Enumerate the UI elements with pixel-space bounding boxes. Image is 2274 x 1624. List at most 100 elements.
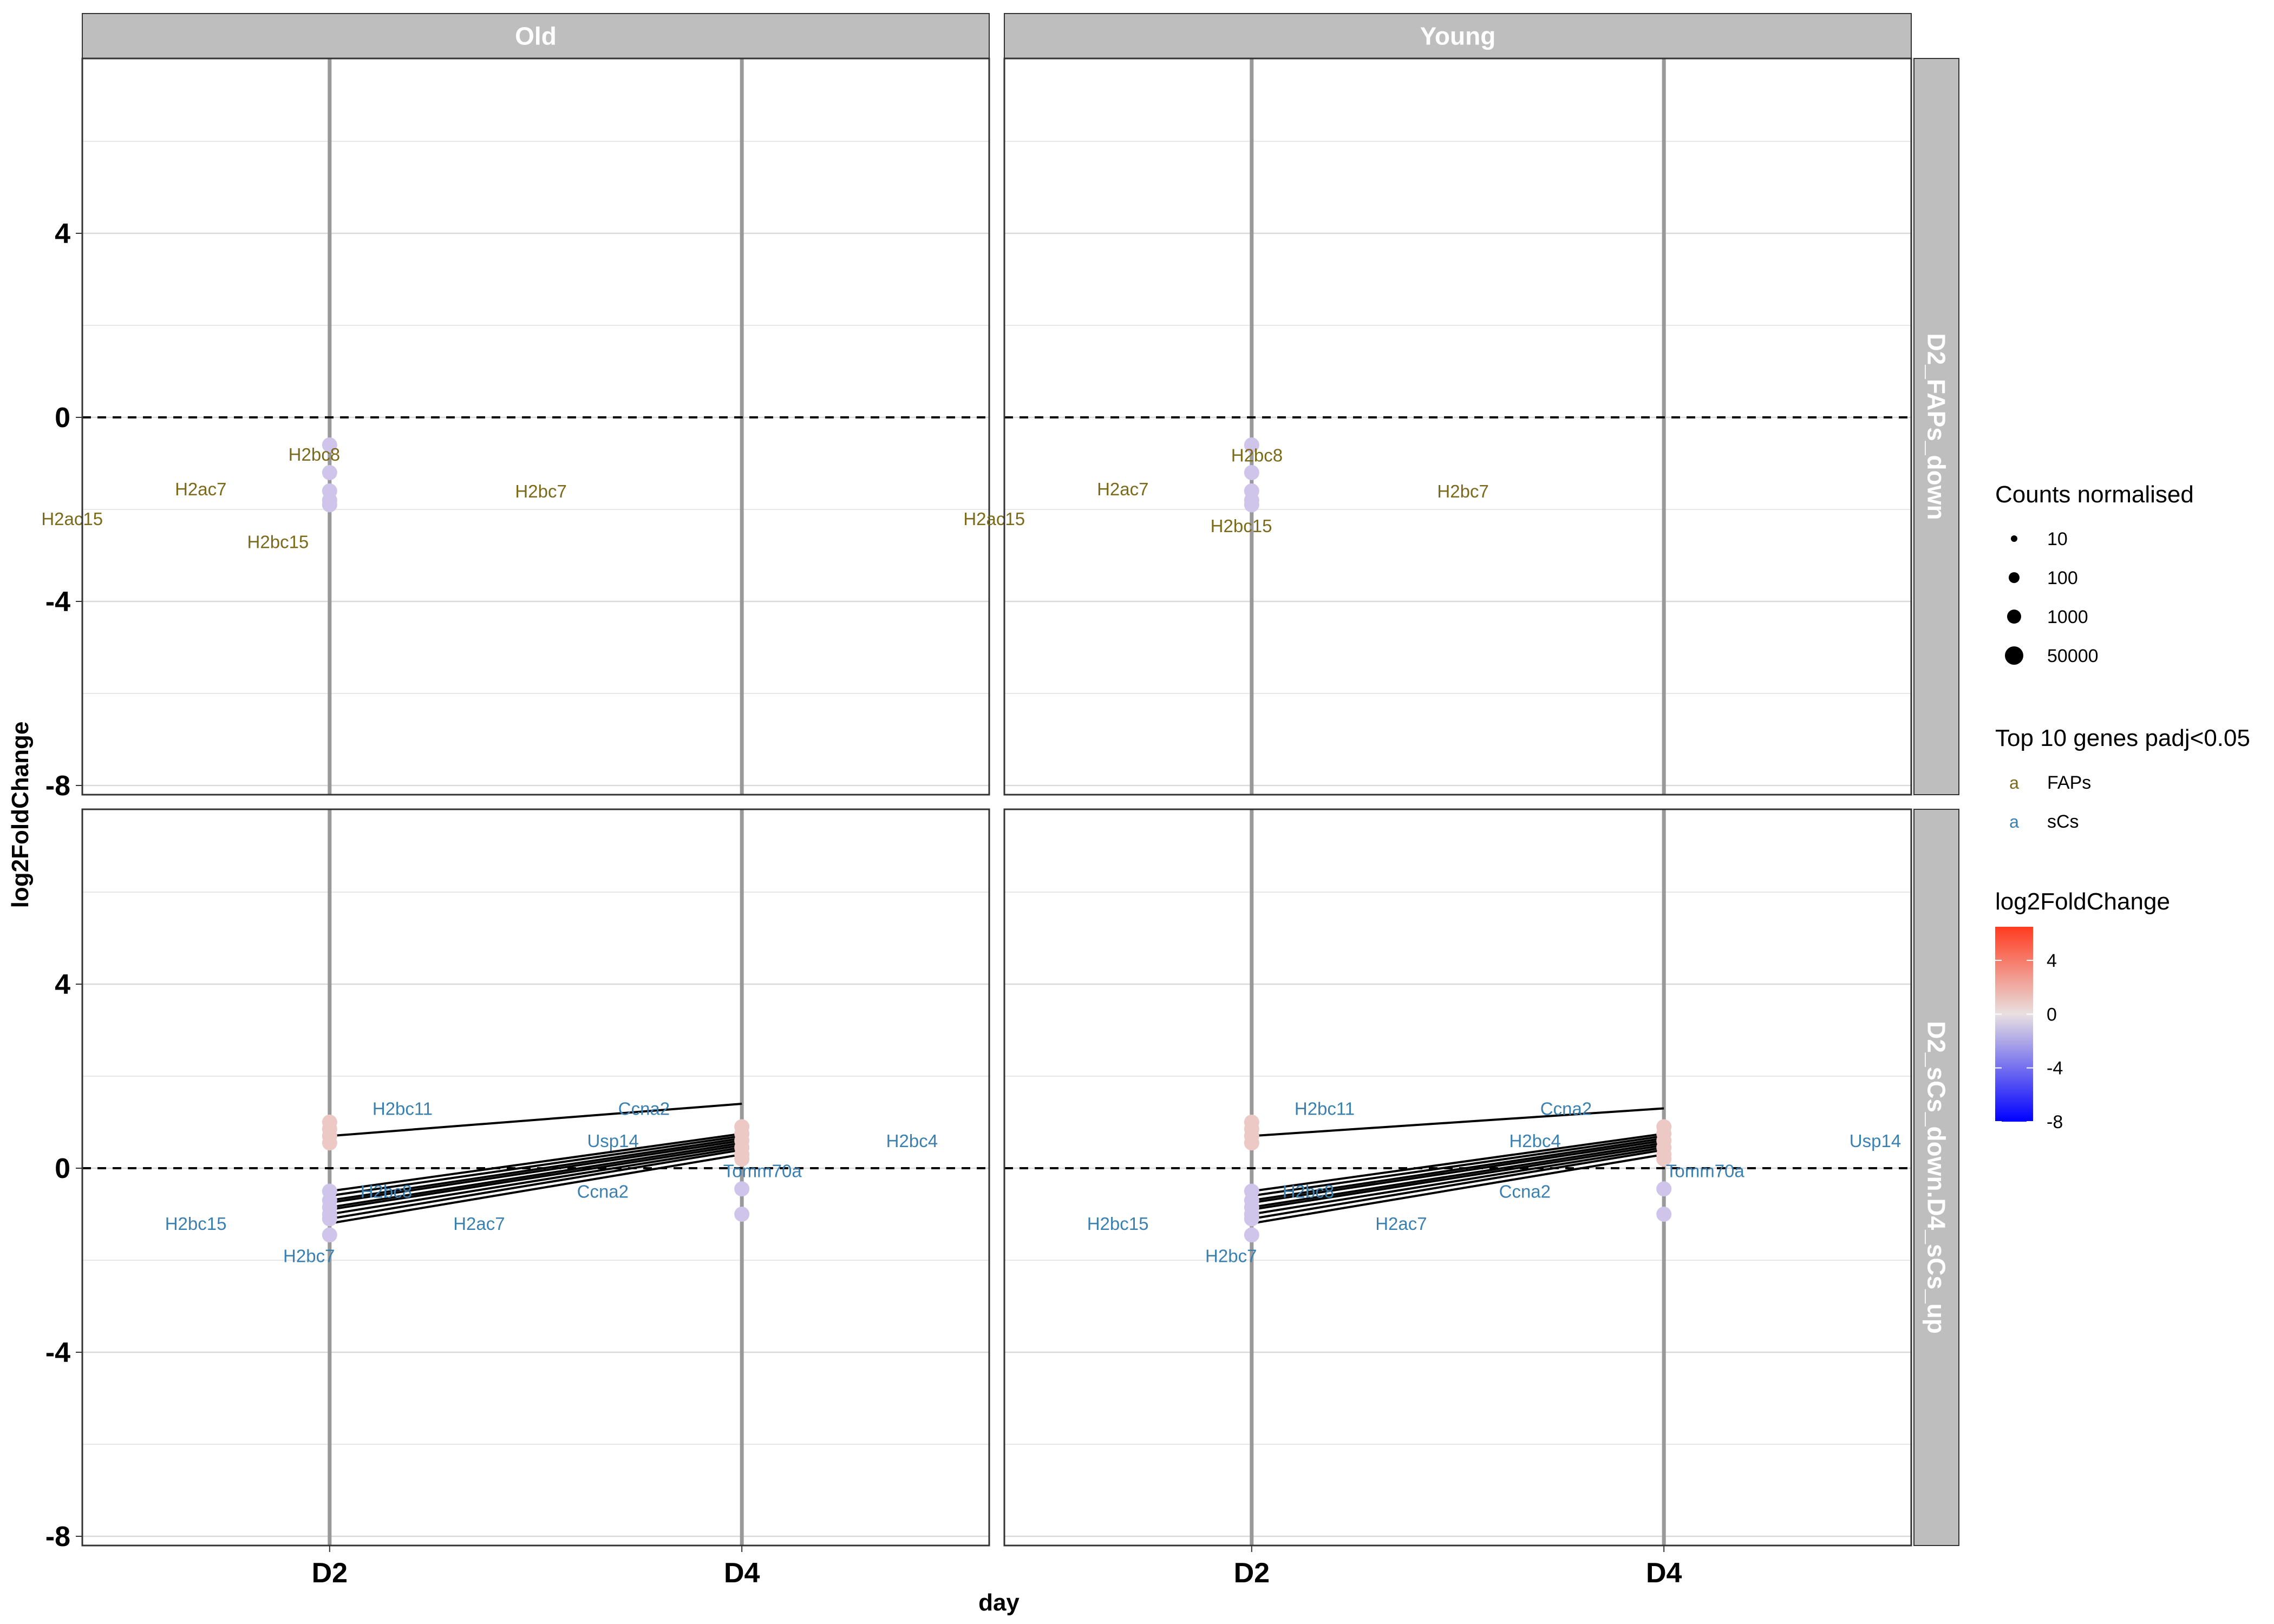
trajectory-line	[329, 1146, 742, 1215]
gene-label: Tomm70a	[723, 1161, 802, 1181]
size-key-dot	[2011, 535, 2017, 542]
data-point	[1656, 1181, 1672, 1197]
panel-young-0: H2bc8 H2ac7 H2bc7 H2ac15 H2bc15	[963, 57, 1912, 796]
trajectory-line	[1251, 1132, 1664, 1193]
column-strip	[82, 13, 990, 59]
data-point	[734, 1207, 750, 1222]
data-point	[1244, 437, 1259, 453]
data-point	[322, 1211, 337, 1227]
data-point	[1244, 1135, 1259, 1151]
size-key-label: 50000	[2047, 646, 2099, 666]
trajectory-line	[329, 1135, 742, 1197]
group-legend-title: Top 10 genes padj<0.05	[1995, 725, 2250, 751]
gene-label: Tomm70a	[1666, 1161, 1745, 1181]
trajectory-line	[1251, 1146, 1664, 1215]
size-key-label: 100	[2047, 568, 2078, 588]
gene-label: H2bc15	[1087, 1214, 1149, 1234]
panel-border	[81, 57, 990, 796]
legend: Counts normalised 10 100 1000 50000 Top 10 ge…	[1995, 481, 2250, 1132]
panel-young-1: H2bc11 Ccna2 H2bc4 Usp14 Tomm70a H2bc8 Ccna2 H2…	[1003, 808, 1912, 1547]
gene-label: H2bc8	[1231, 446, 1283, 466]
gene-label: H2ac15	[963, 509, 1025, 529]
gene-label: H2bc15	[1211, 516, 1272, 536]
size-key-label: 10	[2047, 529, 2068, 549]
gene-label: H2bc7	[1437, 481, 1488, 501]
gene-label: H2bc7	[283, 1246, 335, 1266]
gene-label: H2ac7	[1375, 1214, 1427, 1234]
gene-label: H2bc8	[289, 444, 340, 464]
panel-border	[81, 808, 990, 1547]
y-axis-title: log2FoldChange	[7, 722, 34, 908]
y-tick-label: -4	[45, 1337, 70, 1368]
size-key-dot	[2007, 610, 2021, 624]
panel-border	[1003, 57, 1912, 796]
colorbar	[1995, 927, 2033, 1122]
row-strip	[1913, 58, 1959, 795]
gene-label: H2bc7	[515, 481, 566, 501]
data-point	[322, 437, 337, 453]
trajectory-line	[329, 1140, 742, 1204]
y-tick-label: 4	[55, 218, 70, 250]
gene-label: H2bc11	[1295, 1099, 1355, 1119]
trajectory-line	[329, 1144, 742, 1211]
gene-label: H2ac7	[453, 1214, 505, 1234]
colorbar-tick-label: -4	[2047, 1058, 2063, 1079]
y-tick-label: -8	[45, 770, 70, 802]
y-tick-label: -8	[45, 1521, 70, 1553]
trajectory-line	[1251, 1107, 1664, 1137]
data-point	[1656, 1207, 1672, 1222]
panel-old-1: H2bc11 Ccna2 Usp14 H2bc4 Tomm70a H2bc8 Ccna2 H2…	[81, 808, 990, 1547]
gene-label: H2bc11	[373, 1099, 433, 1119]
data-point	[734, 1181, 750, 1197]
colorbar-title: log2FoldChange	[1995, 888, 2170, 915]
column-strip-label: Young	[1420, 22, 1496, 50]
data-point	[322, 1227, 337, 1243]
trajectory-line	[1251, 1140, 1664, 1204]
row-strip	[1913, 809, 1959, 1546]
gene-label: H2bc8	[361, 1182, 412, 1202]
x-tick-label: D4	[1646, 1557, 1682, 1589]
colorbar-tick-label: -8	[2047, 1112, 2063, 1132]
panel-background	[1004, 58, 1911, 795]
data-point	[734, 1151, 750, 1167]
trajectory-line	[1251, 1149, 1664, 1220]
colorbar-tick-label: 4	[2047, 951, 2057, 971]
group-key-glyph: a	[2009, 773, 2019, 793]
trajectory-line	[1251, 1142, 1664, 1209]
trajectory-line	[329, 1103, 742, 1137]
gene-label: Ccna2	[1499, 1182, 1551, 1202]
group-key-label: FAPs	[2047, 772, 2091, 793]
data-point	[1244, 465, 1259, 480]
gene-label: H2bc8	[1283, 1182, 1334, 1202]
x-tick-label: D4	[724, 1557, 760, 1589]
panel-border	[1003, 808, 1912, 1547]
data-point	[1244, 497, 1259, 513]
trajectory-line	[329, 1142, 742, 1209]
gene-label: H2bc4	[886, 1131, 938, 1151]
data-point	[322, 497, 337, 513]
trajectory-line	[1251, 1144, 1664, 1211]
gene-label: H2ac7	[1097, 479, 1148, 499]
size-key-label: 1000	[2047, 607, 2088, 627]
panels-layer: Old Young D2_FAPs_down D2_sCs_down.D4_sCs_u…	[41, 13, 1959, 1589]
gene-label: H2bc15	[165, 1214, 227, 1234]
group-key-label: sCs	[2047, 811, 2079, 832]
column-strip	[1004, 13, 1912, 59]
gene-label: H2bc4	[1509, 1131, 1560, 1151]
gene-label: Ccna2	[577, 1182, 629, 1202]
data-point	[1244, 1227, 1259, 1243]
size-key-dot	[2005, 646, 2023, 665]
trajectory-line	[1251, 1153, 1664, 1224]
size-legend-title: Counts normalised	[1995, 481, 2194, 508]
gene-label: Usp14	[1850, 1131, 1901, 1151]
column-strip-label: Old	[515, 22, 557, 50]
gene-label: H2ac15	[41, 509, 103, 529]
size-key-dot	[2009, 572, 2020, 583]
group-key-glyph: a	[2009, 812, 2019, 831]
trajectory-line	[329, 1153, 742, 1224]
panel-old-0: H2bc8 H2ac7 H2bc7 H2ac15 H2bc15	[41, 57, 990, 796]
x-tick-label: D2	[312, 1557, 348, 1589]
trajectory-line	[329, 1149, 742, 1220]
y-tick-label: 0	[55, 402, 70, 434]
